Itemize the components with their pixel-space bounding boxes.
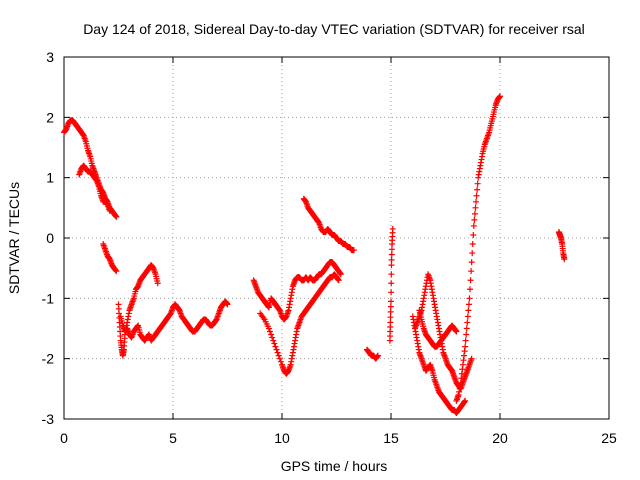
data-point	[473, 192, 480, 199]
data-point	[468, 259, 475, 266]
y-tick-label: 1	[46, 170, 54, 186]
data-point	[388, 256, 395, 263]
data-point	[224, 301, 231, 308]
data-point	[335, 277, 342, 284]
x-tick-label: 10	[274, 430, 290, 446]
chart-title: Day 124 of 2018, Sidereal Day-to-day VTE…	[83, 21, 585, 37]
data-point	[473, 198, 480, 205]
data-point	[463, 325, 470, 332]
data-point	[561, 256, 568, 263]
data-point	[387, 303, 394, 310]
data-point	[469, 250, 476, 257]
data-point	[389, 225, 396, 232]
data-point	[267, 328, 274, 335]
data-point	[462, 397, 469, 404]
data-point	[463, 331, 470, 338]
data-point	[388, 298, 394, 305]
data-point	[113, 268, 120, 275]
x-tick-label: 0	[60, 430, 68, 446]
data-point	[497, 93, 503, 100]
data-point	[470, 231, 477, 238]
data-point	[469, 241, 476, 248]
data-point	[471, 216, 478, 223]
data-point	[270, 337, 277, 344]
data-point	[388, 289, 395, 296]
data-point	[465, 301, 472, 308]
data-point	[154, 280, 161, 287]
data-point	[388, 251, 395, 258]
data-point	[374, 352, 381, 359]
data-point	[388, 280, 395, 287]
y-tick-label: 2	[46, 109, 54, 125]
y-tick-label: 3	[46, 49, 54, 65]
data-point	[265, 325, 272, 332]
data-point	[275, 352, 282, 359]
data-point	[467, 286, 474, 293]
data-point	[113, 213, 120, 220]
x-tick-label: 25	[601, 430, 617, 446]
y-axis-label: SDTVAR / TECUs	[6, 182, 22, 294]
data-point	[276, 355, 283, 362]
y-tick-label: -2	[42, 351, 55, 367]
data-point	[462, 343, 469, 350]
y-tick-label: -3	[42, 411, 55, 427]
data-point	[467, 277, 474, 284]
y-tick-label: -1	[42, 290, 55, 306]
data-point	[465, 307, 472, 314]
data-point	[272, 343, 279, 350]
data-point	[387, 319, 394, 326]
data-point	[269, 334, 276, 341]
data-point	[388, 271, 395, 278]
data-point	[453, 328, 460, 335]
x-tick-label: 5	[169, 430, 177, 446]
data-point	[337, 271, 344, 278]
data-point	[387, 314, 394, 321]
data-point	[470, 222, 477, 229]
data-points	[61, 93, 568, 416]
x-tick-label: 15	[383, 430, 399, 446]
x-axis-label: GPS time / hours	[281, 458, 388, 474]
data-point	[474, 180, 481, 187]
y-tick-label: 0	[46, 230, 54, 246]
data-point	[468, 355, 475, 362]
data-point	[106, 207, 113, 214]
data-point	[468, 268, 475, 275]
data-point	[471, 210, 478, 217]
data-point	[268, 331, 275, 338]
data-point	[474, 186, 481, 193]
x-tick-label: 20	[492, 430, 508, 446]
data-point	[277, 358, 284, 365]
data-point	[462, 337, 469, 344]
data-point	[273, 346, 280, 353]
data-point	[274, 349, 281, 356]
data-point	[464, 313, 471, 320]
data-point	[388, 262, 395, 269]
data-point	[271, 340, 278, 347]
data-point	[350, 247, 357, 254]
data-point	[472, 204, 479, 211]
data-point	[464, 319, 471, 326]
data-point	[388, 246, 395, 253]
data-point	[387, 308, 394, 315]
axis-ticks: 0 5 10 15 20 25 -3 -2 -1 0 1 2 3	[42, 49, 617, 446]
data-point	[466, 295, 473, 302]
